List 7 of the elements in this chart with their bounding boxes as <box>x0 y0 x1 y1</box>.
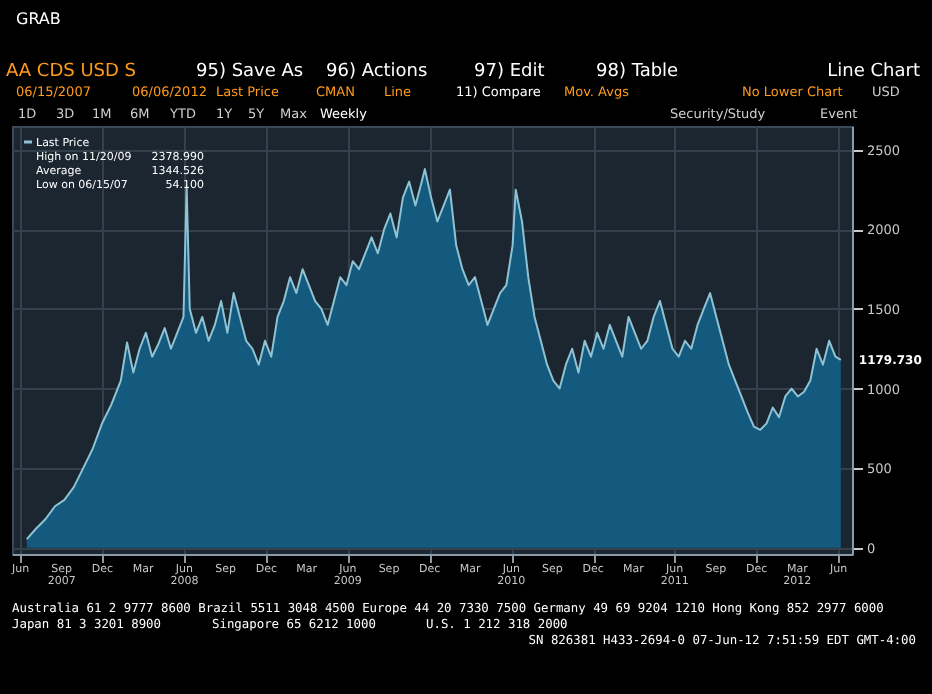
text: 98) Table <box>596 62 680 82</box>
text: GRAB <box>16 10 61 28</box>
text: 97) Edit <box>474 62 546 82</box>
text: 96) Actions <box>326 62 429 82</box>
text: 95) Save As <box>196 62 304 82</box>
text: Line Chart <box>827 62 921 82</box>
chart-title: AA CDS USD S <box>6 62 137 82</box>
